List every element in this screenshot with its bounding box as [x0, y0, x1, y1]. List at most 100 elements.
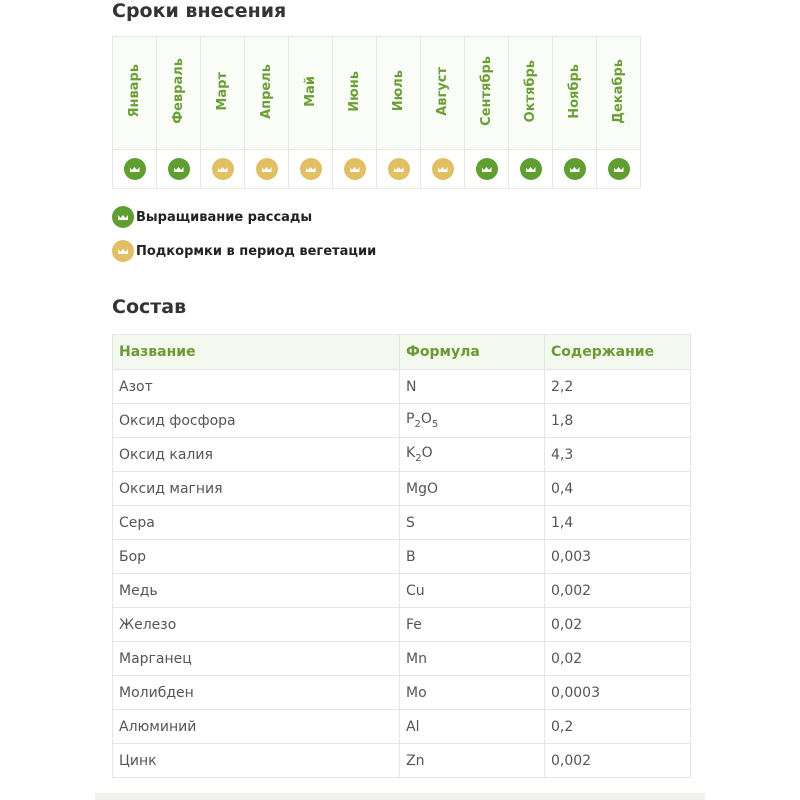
element-name: Бор	[112, 539, 400, 574]
month-cell	[156, 149, 201, 189]
legend-label: Выращивание рассады	[136, 209, 313, 225]
month-cell	[376, 149, 421, 189]
crown-icon-gold	[255, 158, 278, 180]
month-cell	[288, 149, 333, 189]
element-formula: MgO	[399, 471, 545, 506]
month-label: Июнь	[347, 70, 362, 112]
crown-icon-gold	[387, 158, 410, 180]
crown-icon-gold	[211, 158, 234, 180]
crown-icon-green	[475, 158, 498, 180]
element-content: 0,0003	[544, 675, 691, 710]
element-name: Оксид магния	[112, 471, 400, 506]
element-content: 0,003	[544, 539, 691, 574]
element-formula: N	[399, 369, 545, 404]
element-name: Железо	[112, 607, 400, 642]
month-label: Октябрь	[523, 59, 538, 123]
crown-icon-green	[563, 158, 586, 180]
month-cell	[332, 149, 377, 189]
element-formula: S	[399, 505, 545, 540]
table-row: Оксид фосфора P2O5 1,8	[112, 403, 691, 438]
element-name: Оксид калия	[112, 437, 400, 472]
element-content: 0,4	[544, 471, 691, 506]
month-label: Июль	[391, 70, 406, 112]
month-header: Май	[288, 36, 333, 150]
table-row: Железо Fe 0,02	[112, 607, 691, 642]
month-header: Апрель	[244, 36, 289, 150]
crown-icon-gold	[299, 158, 322, 180]
element-name: Азот	[112, 369, 400, 404]
crown-icon-gold	[343, 158, 366, 180]
element-name: Марганец	[112, 641, 400, 676]
month-cell	[112, 149, 157, 189]
crown-icon-green	[112, 206, 134, 228]
crown-icon-green	[519, 158, 542, 180]
element-content: 0,02	[544, 607, 691, 642]
table-row: Сера S 1,4	[112, 505, 691, 540]
crown-icon-gold	[431, 158, 454, 180]
element-content: 0,02	[544, 641, 691, 676]
element-formula: B	[399, 539, 545, 574]
crown-icon-green	[607, 158, 630, 180]
month-header: Январь	[112, 36, 157, 150]
month-label: Ноябрь	[567, 63, 582, 119]
month-label: Февраль	[171, 58, 186, 124]
month-header: Октябрь	[508, 36, 553, 150]
header-formula: Формула	[399, 334, 545, 370]
element-name: Молибден	[112, 675, 400, 710]
month-header: Июль	[376, 36, 421, 150]
footer-strip	[95, 793, 705, 800]
element-name: Алюминий	[112, 709, 400, 744]
month-cell	[552, 149, 597, 189]
element-formula: Al	[399, 709, 545, 744]
element-content: 4,3	[544, 437, 691, 472]
element-name: Медь	[112, 573, 400, 608]
month-header: Ноябрь	[552, 36, 597, 150]
month-label: Март	[215, 71, 230, 111]
legend-label: Подкормки в период вегетации	[136, 243, 377, 259]
element-formula: K2O	[399, 437, 545, 472]
crown-icon-green	[167, 158, 190, 180]
element-content: 0,002	[544, 573, 691, 608]
element-formula: Mo	[399, 675, 545, 710]
legend-seedlings: Выращивание рассады	[112, 206, 312, 228]
table-row: Медь Cu 0,002	[112, 573, 691, 608]
element-content: 0,002	[544, 743, 691, 778]
month-header: Июнь	[332, 36, 377, 150]
element-name: Сера	[112, 505, 400, 540]
element-formula: Fe	[399, 607, 545, 642]
header-content: Содержание	[544, 334, 691, 370]
table-row: Молибден Mo 0,0003	[112, 675, 691, 710]
month-label: Апрель	[259, 63, 274, 119]
month-header: Сентябрь	[464, 36, 509, 150]
month-header: Март	[200, 36, 245, 150]
schedule-table: Январь Февраль Март Апрель Май Июнь Июль Август…	[112, 36, 641, 189]
month-label: Сентябрь	[479, 56, 494, 126]
month-label: Декабрь	[611, 58, 626, 124]
month-header: Декабрь	[596, 36, 641, 150]
month-cell	[200, 149, 245, 189]
element-formula: Cu	[399, 573, 545, 608]
table-row: Оксид калия K2O 4,3	[112, 437, 691, 472]
table-row: Оксид магния MgO 0,4	[112, 471, 691, 506]
month-header: Август	[420, 36, 465, 150]
month-label: Август	[435, 66, 450, 116]
element-content: 1,4	[544, 505, 691, 540]
month-cell	[508, 149, 553, 189]
month-label: Январь	[127, 64, 142, 118]
element-formula: Mn	[399, 641, 545, 676]
element-content: 1,8	[544, 403, 691, 438]
element-formula: P2O5	[399, 403, 545, 438]
element-content: 2,2	[544, 369, 691, 404]
month-cell	[420, 149, 465, 189]
month-label: Май	[303, 75, 318, 107]
month-cell	[244, 149, 289, 189]
month-cell	[464, 149, 509, 189]
crown-icon-green	[123, 158, 146, 180]
composition-table: Название Формула Содержание Азот N 2,2 Окси…	[112, 334, 691, 778]
element-name: Цинк	[112, 743, 400, 778]
legend-feeding: Подкормки в период вегетации	[112, 240, 376, 262]
month-header: Февраль	[156, 36, 201, 150]
composition-title: Состав	[112, 296, 187, 318]
table-row: Алюминий Al 0,2	[112, 709, 691, 744]
element-formula: Zn	[399, 743, 545, 778]
